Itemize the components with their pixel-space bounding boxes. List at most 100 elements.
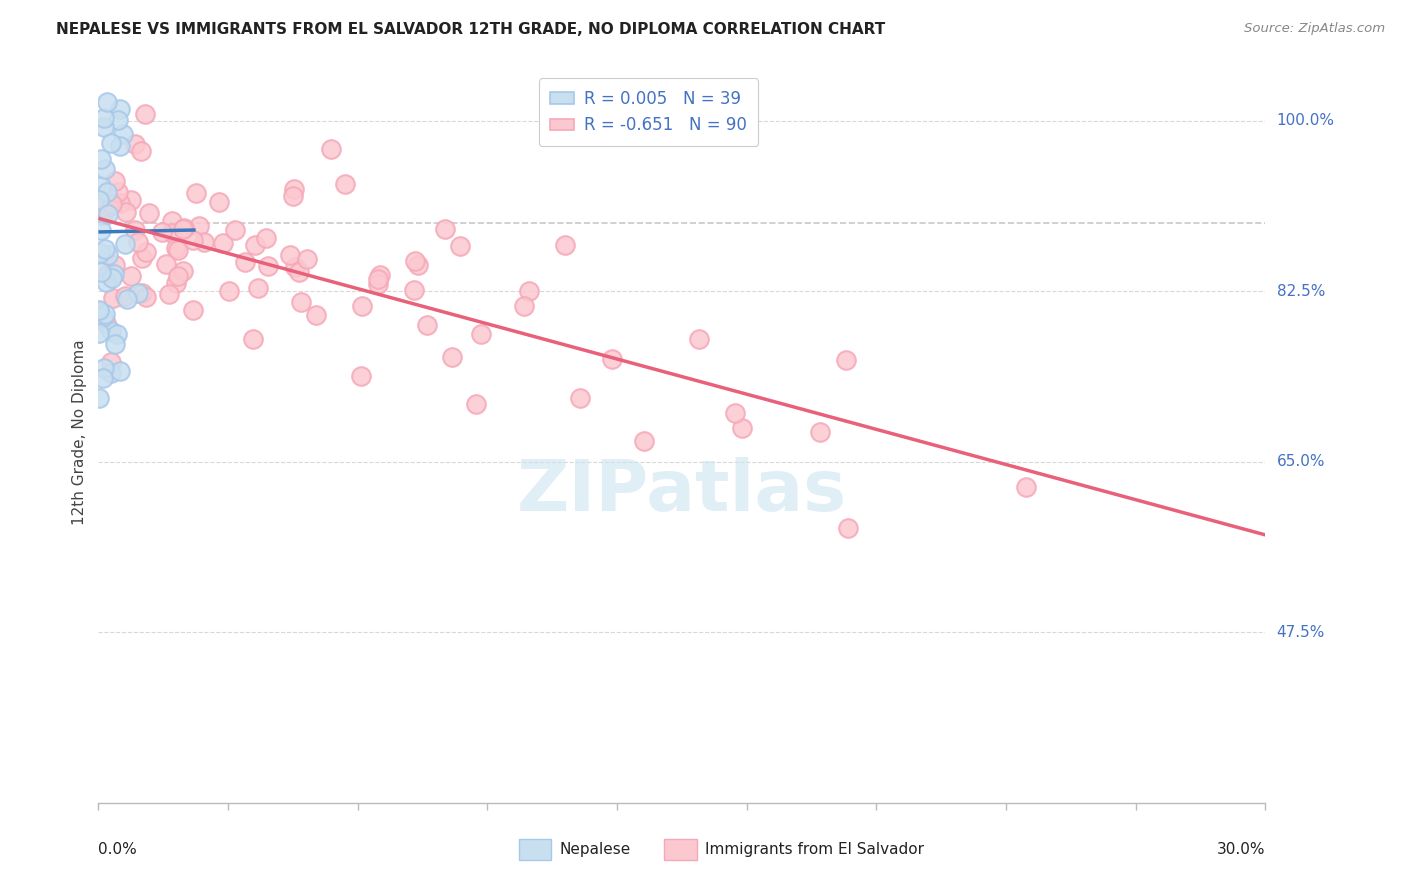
Point <box>124 223 146 237</box>
Y-axis label: 12th Grade, No Diploma: 12th Grade, No Diploma <box>72 340 87 525</box>
Point <box>633 434 655 449</box>
Point <box>449 239 471 253</box>
Point <box>283 182 305 196</box>
Point <box>165 241 187 255</box>
Point <box>87 302 110 317</box>
Point <box>167 269 190 284</box>
Point <box>103 267 125 281</box>
Point <box>184 186 207 200</box>
Text: Source: ZipAtlas.com: Source: ZipAtlas.com <box>1244 22 1385 36</box>
Text: 30.0%: 30.0% <box>1218 842 1265 857</box>
Point <box>224 223 246 237</box>
Point <box>350 299 373 313</box>
Text: 47.5%: 47.5% <box>1277 624 1324 640</box>
Point <box>94 316 117 330</box>
Point <box>101 291 124 305</box>
Point <box>254 231 277 245</box>
Point <box>127 285 149 300</box>
Point <box>434 222 457 236</box>
Point <box>108 139 131 153</box>
Point <box>131 285 153 300</box>
Point <box>127 235 149 249</box>
Text: 0.0%: 0.0% <box>98 842 138 857</box>
Point <box>90 152 112 166</box>
Point <box>284 260 307 274</box>
Point <box>287 265 309 279</box>
Point <box>107 113 129 128</box>
Point <box>172 264 194 278</box>
Point <box>115 205 138 219</box>
Text: 65.0%: 65.0% <box>1277 454 1324 469</box>
Point <box>90 178 112 193</box>
Point <box>138 206 160 220</box>
Legend: R = 0.005   N = 39, R = -0.651   N = 90: R = 0.005 N = 39, R = -0.651 N = 90 <box>538 78 758 146</box>
Point <box>124 137 146 152</box>
Point <box>297 252 319 266</box>
Point <box>89 391 111 405</box>
Text: 100.0%: 100.0% <box>1277 113 1334 128</box>
Point <box>245 237 267 252</box>
Point <box>290 294 312 309</box>
Point <box>90 265 112 279</box>
Point <box>193 235 215 249</box>
Point <box>93 161 115 176</box>
Point <box>114 237 136 252</box>
Point <box>131 144 153 158</box>
Point <box>211 235 233 250</box>
Point <box>89 309 111 323</box>
Point <box>93 371 115 385</box>
Point <box>1015 480 1038 494</box>
Point <box>100 355 122 369</box>
Point <box>406 258 429 272</box>
Point <box>107 326 129 341</box>
Point <box>94 307 117 321</box>
Point <box>367 271 389 285</box>
Point <box>517 284 540 298</box>
Point <box>470 326 492 341</box>
Point <box>173 221 195 235</box>
Point <box>101 196 124 211</box>
Point <box>283 189 305 203</box>
Point <box>104 258 127 272</box>
Point <box>108 364 131 378</box>
Point <box>111 127 134 141</box>
Point <box>834 352 856 367</box>
Point <box>731 420 754 434</box>
Point <box>135 245 157 260</box>
Point <box>208 195 231 210</box>
Point <box>93 120 115 135</box>
Text: 82.5%: 82.5% <box>1277 284 1324 299</box>
Point <box>280 247 302 261</box>
Point <box>120 193 142 207</box>
Point <box>94 242 117 256</box>
Point <box>157 287 180 301</box>
Point <box>115 292 138 306</box>
Point <box>246 281 269 295</box>
Point <box>402 283 425 297</box>
Point <box>600 352 623 367</box>
Point <box>96 275 118 289</box>
Point <box>96 185 118 199</box>
Point <box>120 269 142 284</box>
Point <box>89 245 111 260</box>
Point <box>107 186 129 200</box>
Point <box>465 397 488 411</box>
Text: Nepalese: Nepalese <box>560 842 631 857</box>
Text: Immigrants from El Salvador: Immigrants from El Salvador <box>706 842 924 857</box>
Point <box>165 276 187 290</box>
Point <box>233 255 256 269</box>
Point <box>89 326 111 340</box>
Point <box>96 95 118 109</box>
Point <box>103 337 125 351</box>
Point <box>93 361 115 376</box>
Point <box>93 111 115 125</box>
Point <box>97 200 120 214</box>
Point <box>350 368 373 383</box>
Point <box>160 213 183 227</box>
Point <box>554 238 576 252</box>
Point <box>162 226 184 240</box>
FancyBboxPatch shape <box>665 839 697 860</box>
Point <box>131 251 153 265</box>
Point <box>91 200 114 214</box>
Point <box>183 303 205 318</box>
